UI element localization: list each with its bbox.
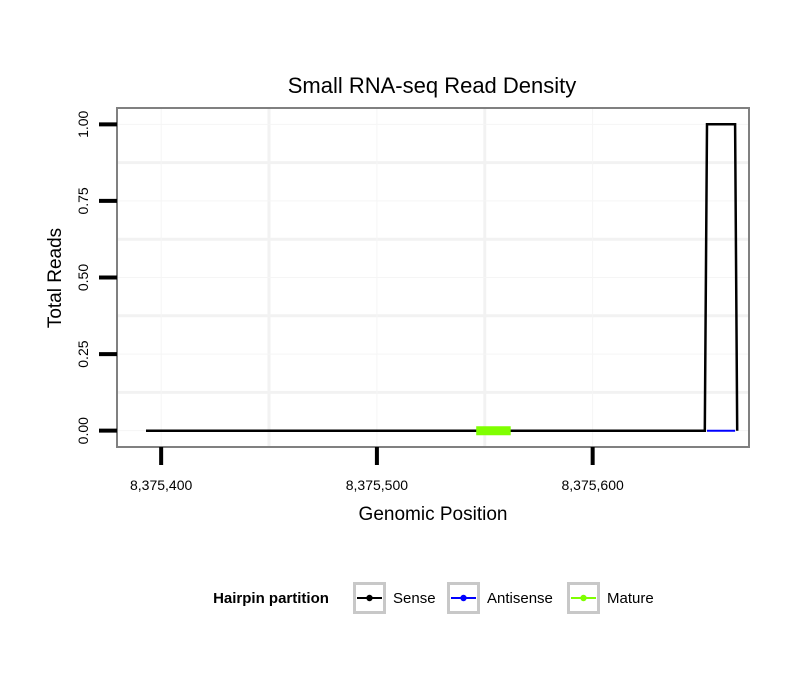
- legend: Hairpin partition Sense Antisense Mature: [213, 582, 654, 614]
- legend-key-point: [460, 594, 467, 602]
- legend-title: Hairpin partition: [213, 590, 329, 607]
- grid-lines: [118, 109, 748, 446]
- legend-label-sense: Sense: [393, 590, 436, 607]
- chart-title: Small RNA-seq Read Density: [288, 73, 577, 98]
- x-tick-label: 8,375,400: [130, 477, 192, 493]
- y-tick-label: 0.75: [75, 187, 91, 214]
- series-lines: [146, 123, 739, 436]
- legend-key-point: [366, 594, 373, 602]
- y-tick-label: 0.00: [75, 417, 91, 444]
- x-tick-label: 8,375,600: [562, 477, 624, 493]
- y-tick-label: 1.00: [75, 110, 91, 137]
- axes: 8,375,400 8,375,500 8,375,600 0.00 0.25 0.50 0…: [75, 110, 624, 493]
- y-axis-label: Total Reads: [45, 228, 66, 328]
- x-axis-label: Genomic Position: [359, 504, 508, 525]
- legend-key-point: [580, 594, 587, 602]
- legend-label-mature: Mature: [607, 590, 654, 607]
- y-tick-label: 0.25: [75, 340, 91, 367]
- series-sense-line: [146, 123, 739, 432]
- x-tick-label: 8,375,500: [346, 477, 408, 493]
- y-tick-label: 0.50: [75, 264, 91, 291]
- legend-label-antisense: Antisense: [487, 590, 553, 607]
